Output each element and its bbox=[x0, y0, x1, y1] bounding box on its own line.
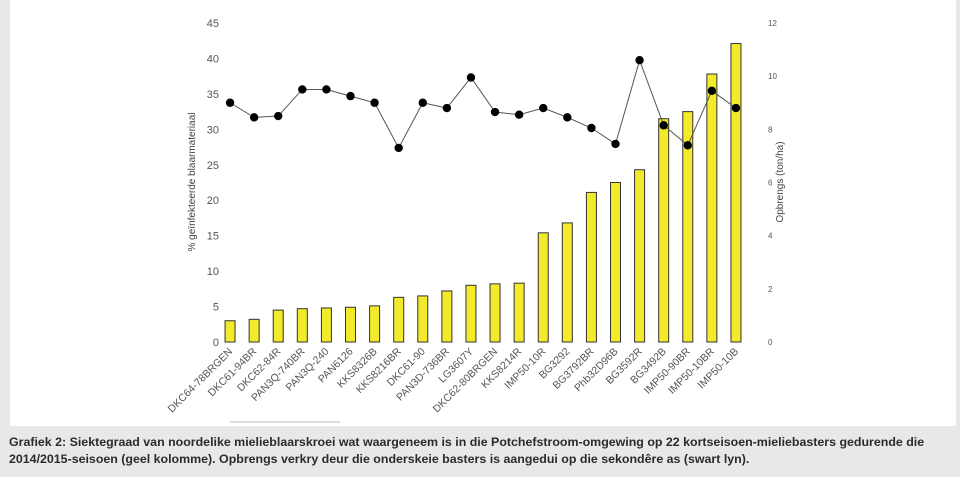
x-axis-labels: DKC64-78BRGENDKC61-94BRDKC62-84RPAN3Q-74… bbox=[166, 345, 741, 415]
yield-line bbox=[229, 58, 737, 150]
y-axis-ticks: 0 5 10 15 20 25 30 35 40 45 bbox=[207, 18, 219, 349]
y-tick-label: 25 bbox=[207, 160, 219, 172]
bar bbox=[248, 318, 260, 343]
yield-point bbox=[611, 139, 620, 149]
y2-tick-label: 4 bbox=[768, 232, 773, 241]
bar bbox=[465, 284, 477, 343]
yield-point bbox=[466, 73, 476, 82]
yield-point bbox=[225, 98, 235, 107]
y2-tick-label: 12 bbox=[768, 19, 777, 28]
y2-tick-label: 2 bbox=[768, 285, 773, 294]
y-tick-label: 10 bbox=[207, 266, 219, 278]
bar bbox=[320, 307, 332, 343]
bar bbox=[513, 282, 525, 343]
combo-chart: 0 5 10 15 20 25 30 35 40 45 0 2 4 6 8 10 12 DKC64-78BRG… bbox=[166, 18, 786, 423]
bar bbox=[706, 73, 718, 343]
yield-point bbox=[539, 103, 548, 113]
yield-point bbox=[322, 85, 331, 94]
y-axis-title: % geïnfekteerde blaarmateriaal bbox=[187, 113, 198, 252]
yield-point bbox=[370, 98, 379, 107]
bar bbox=[658, 118, 670, 343]
bar bbox=[369, 305, 381, 343]
yield-point bbox=[298, 85, 307, 94]
yield-point bbox=[274, 111, 283, 121]
y-tick-label: 35 bbox=[207, 89, 219, 101]
bar bbox=[441, 290, 453, 343]
bar bbox=[489, 283, 501, 343]
bar bbox=[561, 222, 573, 343]
yield-point bbox=[731, 103, 741, 113]
y-tick-label: 30 bbox=[207, 124, 219, 136]
yield-point bbox=[683, 141, 692, 150]
yield-point bbox=[418, 98, 427, 107]
y2-tick-label: 8 bbox=[768, 125, 773, 134]
bar bbox=[272, 309, 284, 343]
yield-point bbox=[442, 103, 452, 113]
y2-tick-label: 10 bbox=[768, 72, 777, 81]
bar bbox=[610, 182, 621, 343]
yield-point bbox=[249, 113, 259, 122]
y-tick-label: 45 bbox=[207, 18, 219, 30]
yield-point bbox=[587, 123, 596, 133]
yield-point bbox=[563, 113, 572, 122]
yield-point bbox=[346, 91, 355, 101]
bar bbox=[634, 169, 646, 343]
y2-axis-title: Opbrengs (ton/ha) bbox=[775, 141, 786, 222]
yield-point bbox=[659, 121, 668, 130]
yield-point bbox=[490, 107, 500, 117]
bar-series bbox=[224, 43, 742, 343]
y-tick-label: 40 bbox=[207, 53, 219, 65]
bar bbox=[417, 295, 429, 343]
bar bbox=[537, 232, 549, 343]
line-markers bbox=[225, 56, 741, 153]
y-tick-label: 0 bbox=[213, 337, 219, 349]
y2-axis-ticks: 0 2 4 6 8 10 12 bbox=[768, 19, 777, 347]
yield-point bbox=[394, 143, 403, 153]
line-series bbox=[229, 58, 737, 150]
bar bbox=[296, 308, 308, 343]
bar bbox=[585, 191, 597, 343]
y-tick-label: 15 bbox=[207, 231, 219, 243]
yield-point bbox=[707, 86, 717, 95]
y2-tick-label: 0 bbox=[768, 338, 773, 347]
bar bbox=[682, 111, 694, 343]
bar bbox=[393, 296, 405, 343]
chart-panel: 0 5 10 15 20 25 30 35 40 45 0 2 4 6 8 10 12 DKC64-78BRG… bbox=[10, 0, 956, 426]
bar bbox=[730, 43, 742, 343]
y-tick-label: 5 bbox=[213, 302, 219, 314]
y2-tick-label: 6 bbox=[768, 179, 773, 188]
y-tick-label: 20 bbox=[207, 195, 219, 207]
yield-point bbox=[635, 56, 644, 65]
bar bbox=[224, 320, 236, 343]
yield-point bbox=[514, 110, 524, 119]
figure-caption: Grafiek 2: Siektegraad van noordelike mi… bbox=[9, 435, 925, 466]
bar bbox=[345, 306, 356, 343]
